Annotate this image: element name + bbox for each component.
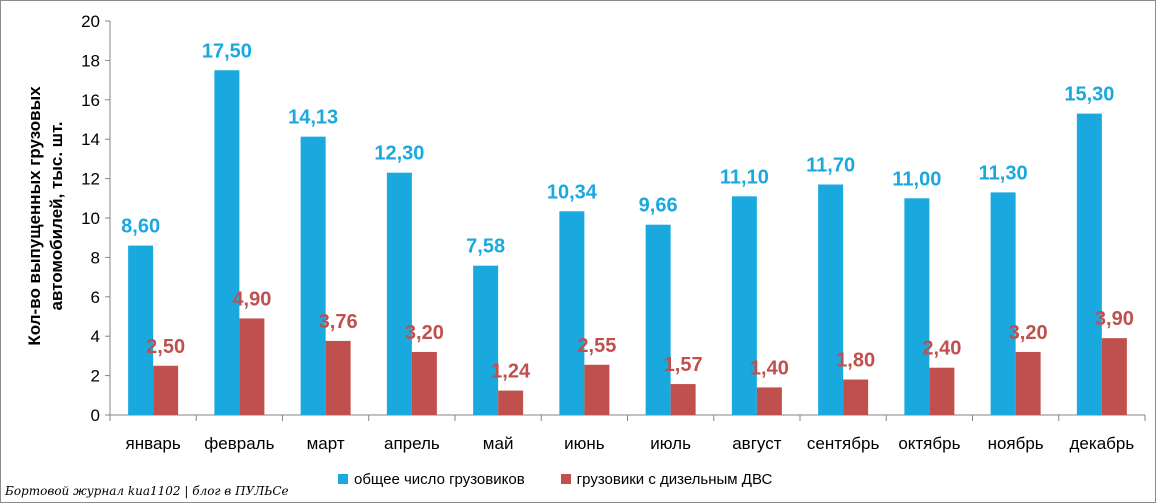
x-tick-label: ноябрь [988, 434, 1044, 453]
y-tick-label: 20 [81, 12, 100, 31]
bar-diesel [756, 387, 782, 415]
data-label-diesel: 1,57 [664, 354, 703, 376]
legend-label-total: общее число грузовиков [354, 470, 525, 488]
bars [128, 70, 1127, 415]
y-tick-label: 12 [81, 170, 100, 189]
data-label-diesel: 4,90 [232, 288, 271, 310]
bar-total [904, 198, 930, 415]
bar-diesel [498, 390, 524, 415]
data-label-diesel: 1,80 [836, 350, 875, 372]
data-label-total: 14,13 [288, 107, 338, 129]
bar-total [731, 196, 757, 415]
bar-total [300, 136, 326, 415]
bar-diesel [584, 364, 610, 415]
x-tick-label: май [483, 434, 514, 453]
data-label-total: 11,70 [806, 155, 855, 177]
data-label-total: 17,50 [202, 40, 252, 62]
y-tick-label: 2 [91, 367, 100, 386]
y-tick-label: 14 [81, 130, 100, 149]
data-labels: 8,60 2,50 17,50 4,90 14,13 3,76 12,30 3,20 7,58 1… [121, 40, 1134, 382]
data-label-total: 8,60 [121, 216, 160, 238]
legend-label-diesel: грузовики с дизельным ДВС [576, 470, 773, 488]
axes: 0 2 4 6 8 10 12 14 16 18 20 январь февраль март апрель… [81, 12, 1146, 453]
legend-swatch-diesel [560, 474, 571, 484]
y-tick-label: 8 [91, 248, 100, 267]
x-tick-label: сентябрь [807, 434, 880, 453]
bar-total [386, 172, 412, 415]
bar-total [128, 245, 154, 415]
data-label-total: 11,00 [892, 168, 941, 190]
y-tick-label: 6 [91, 288, 100, 307]
data-label-total: 11,30 [979, 162, 1028, 184]
data-label-diesel: 2,55 [577, 335, 616, 357]
x-tick-label: январь [126, 434, 181, 453]
data-label-total: 9,66 [639, 195, 678, 217]
bar-total [559, 211, 585, 415]
watermark-signature: Бортовой журнал kиа1102 | блог в ПУЛЬСе [5, 484, 289, 498]
data-label-total: 12,30 [374, 143, 424, 165]
bar-diesel [325, 340, 351, 415]
x-tick-label: июнь [564, 434, 605, 453]
bar-diesel [1015, 351, 1041, 415]
data-label-diesel: 3,90 [1095, 308, 1134, 330]
bar-diesel [239, 318, 265, 415]
data-label-diesel: 3,76 [319, 311, 358, 333]
bar-total [818, 184, 844, 415]
y-axis-title: Кол-во выпущенных грузовых автомобилей, … [25, 86, 66, 346]
x-tick-label: август [732, 434, 781, 453]
x-tick-label: октябрь [898, 434, 960, 453]
y-tick-label: 16 [81, 91, 100, 110]
legend-item-total: общее число грузовиков [338, 471, 525, 488]
bar-diesel [153, 365, 179, 415]
data-label-diesel: 3,20 [1009, 322, 1048, 344]
legend: общее число грузовиков грузовики с дизел… [338, 469, 808, 489]
x-tick-label: декабрь [1070, 434, 1135, 453]
y-tick-label: 10 [81, 209, 100, 228]
data-label-total: 7,58 [466, 236, 505, 258]
y-axis-title-line-2: автомобилей, тыс. шт. [47, 121, 66, 310]
x-tick-label: февраль [204, 434, 274, 453]
data-label-diesel: 2,50 [146, 336, 185, 358]
data-label-diesel: 1,40 [750, 357, 789, 379]
data-label-diesel: 1,24 [491, 361, 531, 383]
y-tick-label: 0 [91, 406, 100, 425]
y-axis-title-line-1: Кол-во выпущенных грузовых [25, 86, 44, 346]
bar-diesel [843, 379, 869, 415]
data-label-total: 10,34 [547, 181, 598, 203]
data-label-total: 15,30 [1064, 84, 1114, 106]
y-tick-label: 18 [81, 51, 100, 70]
y-tick-label: 4 [91, 327, 100, 346]
bar-total [473, 265, 499, 415]
data-label-diesel: 2,40 [922, 338, 961, 360]
legend-swatch-total [338, 474, 348, 484]
bar-diesel [670, 384, 696, 415]
data-label-diesel: 3,20 [405, 322, 444, 344]
x-tick-label: апрель [384, 434, 440, 453]
bar-total [1076, 113, 1102, 415]
bar-total [214, 70, 240, 415]
bar-total [990, 192, 1016, 415]
bar-diesel [929, 367, 955, 415]
x-tick-label: март [307, 434, 345, 453]
bar-total [645, 224, 671, 415]
bar-diesel [411, 351, 437, 415]
x-tick-label: июль [650, 434, 691, 453]
data-label-total: 11,10 [720, 166, 769, 188]
bar-diesel [1101, 338, 1127, 415]
legend-item-diesel: грузовики с дизельным ДВС [560, 470, 773, 488]
